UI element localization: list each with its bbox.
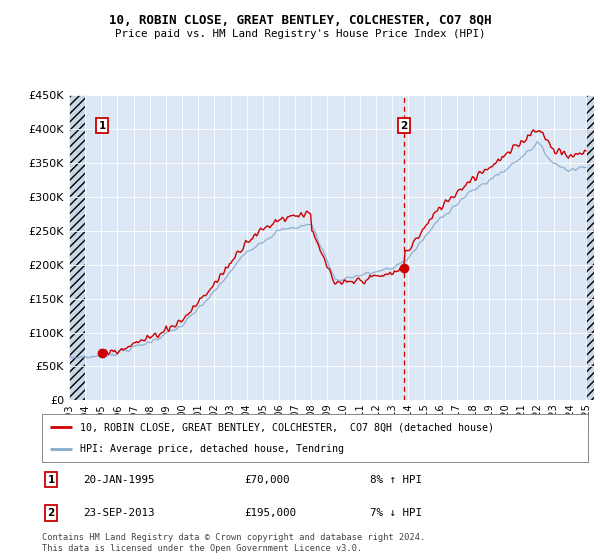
Text: 1: 1 (98, 121, 106, 130)
Text: £70,000: £70,000 (244, 475, 290, 484)
Text: 2: 2 (400, 121, 407, 130)
Text: 1: 1 (47, 475, 55, 484)
Text: £195,000: £195,000 (244, 508, 296, 518)
Text: 2: 2 (47, 508, 55, 518)
Text: HPI: Average price, detached house, Tendring: HPI: Average price, detached house, Tend… (80, 444, 344, 454)
Text: 7% ↓ HPI: 7% ↓ HPI (370, 508, 422, 518)
Bar (69, 95, 85, 400)
Text: 20-JAN-1995: 20-JAN-1995 (83, 475, 154, 484)
Bar (586, 95, 594, 400)
Text: 8% ↑ HPI: 8% ↑ HPI (370, 475, 422, 484)
Text: 10, ROBIN CLOSE, GREAT BENTLEY, COLCHESTER, CO7 8QH: 10, ROBIN CLOSE, GREAT BENTLEY, COLCHEST… (109, 14, 491, 27)
Text: Contains HM Land Registry data © Crown copyright and database right 2024.
This d: Contains HM Land Registry data © Crown c… (42, 533, 425, 553)
Text: 10, ROBIN CLOSE, GREAT BENTLEY, COLCHESTER,  CO7 8QH (detached house): 10, ROBIN CLOSE, GREAT BENTLEY, COLCHEST… (80, 422, 494, 432)
Text: Price paid vs. HM Land Registry's House Price Index (HPI): Price paid vs. HM Land Registry's House … (115, 29, 485, 39)
Text: 23-SEP-2013: 23-SEP-2013 (83, 508, 154, 518)
